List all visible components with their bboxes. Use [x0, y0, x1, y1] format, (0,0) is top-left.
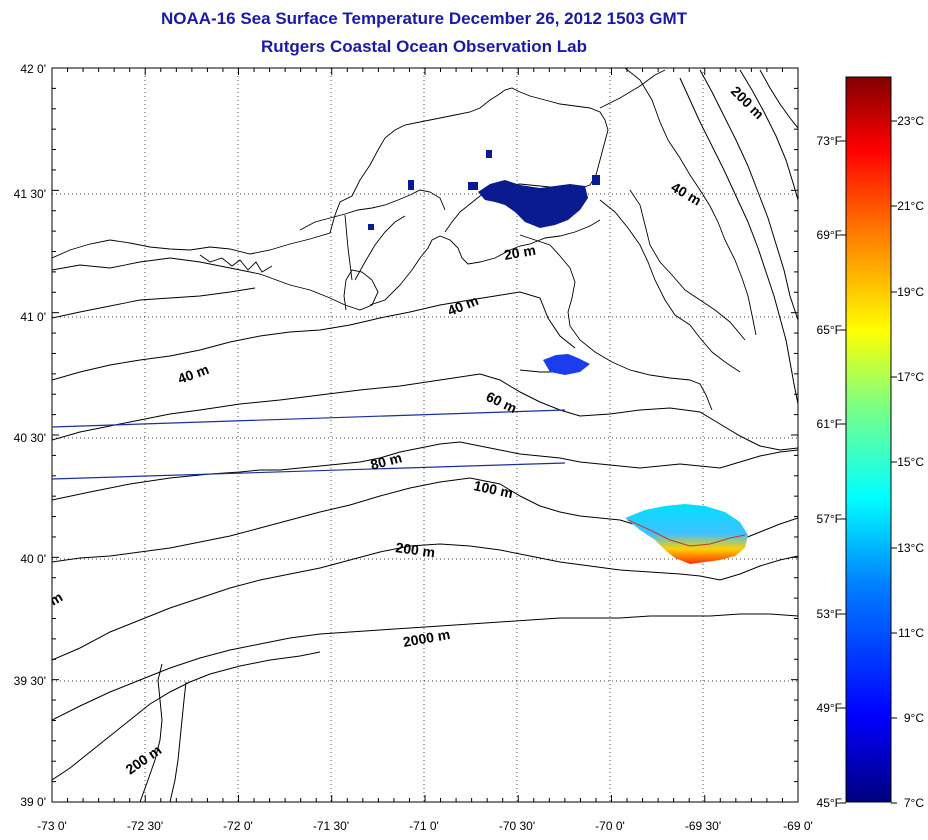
fahrenheit-label: 65°F	[817, 323, 842, 337]
lon-label: -69 0'	[783, 819, 813, 833]
contour-label: 200 m	[395, 539, 437, 560]
lon-label: -72 30'	[127, 819, 163, 833]
satellite-tracks	[52, 409, 566, 480]
colorbar: 23°C 21°C 19°C 17°C 15°C 13°C 11°C 9°C 7…	[817, 76, 924, 810]
celsius-label: 15°C	[897, 455, 924, 469]
graticule	[52, 68, 798, 802]
coastline	[52, 68, 757, 411]
longitude-labels: -73 0' -72 30' -72 0' -71 30' -71 0' -70…	[37, 819, 813, 833]
celsius-label: 21°C	[897, 199, 924, 213]
fahrenheit-label: 61°F	[817, 417, 842, 431]
lat-label: 41 30'	[14, 187, 46, 201]
fahrenheit-label: 73°F	[817, 134, 842, 148]
fahrenheit-label: 57°F	[817, 512, 842, 526]
lon-label: -71 0'	[409, 819, 439, 833]
depth-contours	[52, 69, 798, 802]
map-subtitle: Rutgers Coastal Ocean Observation Lab	[261, 37, 587, 56]
latitude-labels: 42 0' 41 30' 41 0' 40 30' 40 0' 39 30' 3…	[14, 62, 46, 809]
fahrenheit-label: 49°F	[817, 701, 842, 715]
celsius-label: 9°C	[904, 711, 924, 725]
celsius-label: 23°C	[897, 114, 924, 128]
lat-label: 39 30'	[14, 674, 46, 688]
lon-label: -72 0'	[223, 819, 253, 833]
celsius-label: 13°C	[897, 541, 924, 555]
colorbar-ramp	[845, 76, 892, 803]
celsius-label: 7°C	[904, 796, 924, 810]
fahrenheit-label: 69°F	[817, 228, 842, 242]
map-frame	[51, 67, 799, 803]
lat-label: 41 0'	[20, 310, 46, 324]
lat-label: 39 0'	[20, 795, 46, 809]
lon-label: -71 30'	[313, 819, 349, 833]
celsius-label: 19°C	[897, 285, 924, 299]
lon-label: -73 0'	[37, 819, 67, 833]
fahrenheit-label: 45°F	[817, 796, 842, 810]
axis-ticks	[51, 67, 799, 803]
sst-data-patches	[368, 150, 748, 564]
celsius-label: 11°C	[898, 626, 924, 640]
fahrenheit-label: 53°F	[817, 607, 842, 621]
contour-label: 80 m	[369, 449, 404, 473]
map-title: NOAA-16 Sea Surface Temperature December…	[161, 9, 687, 28]
lon-label: -69 30'	[685, 819, 721, 833]
lat-label: 40 0'	[20, 552, 46, 566]
lon-label: -70 0'	[595, 819, 625, 833]
lat-label: 42 0'	[20, 62, 46, 76]
lat-label: 40 30'	[14, 431, 46, 445]
contour-label: 20 m	[503, 242, 537, 263]
celsius-label: 17°C	[897, 370, 924, 384]
lon-label: -70 30'	[499, 819, 535, 833]
